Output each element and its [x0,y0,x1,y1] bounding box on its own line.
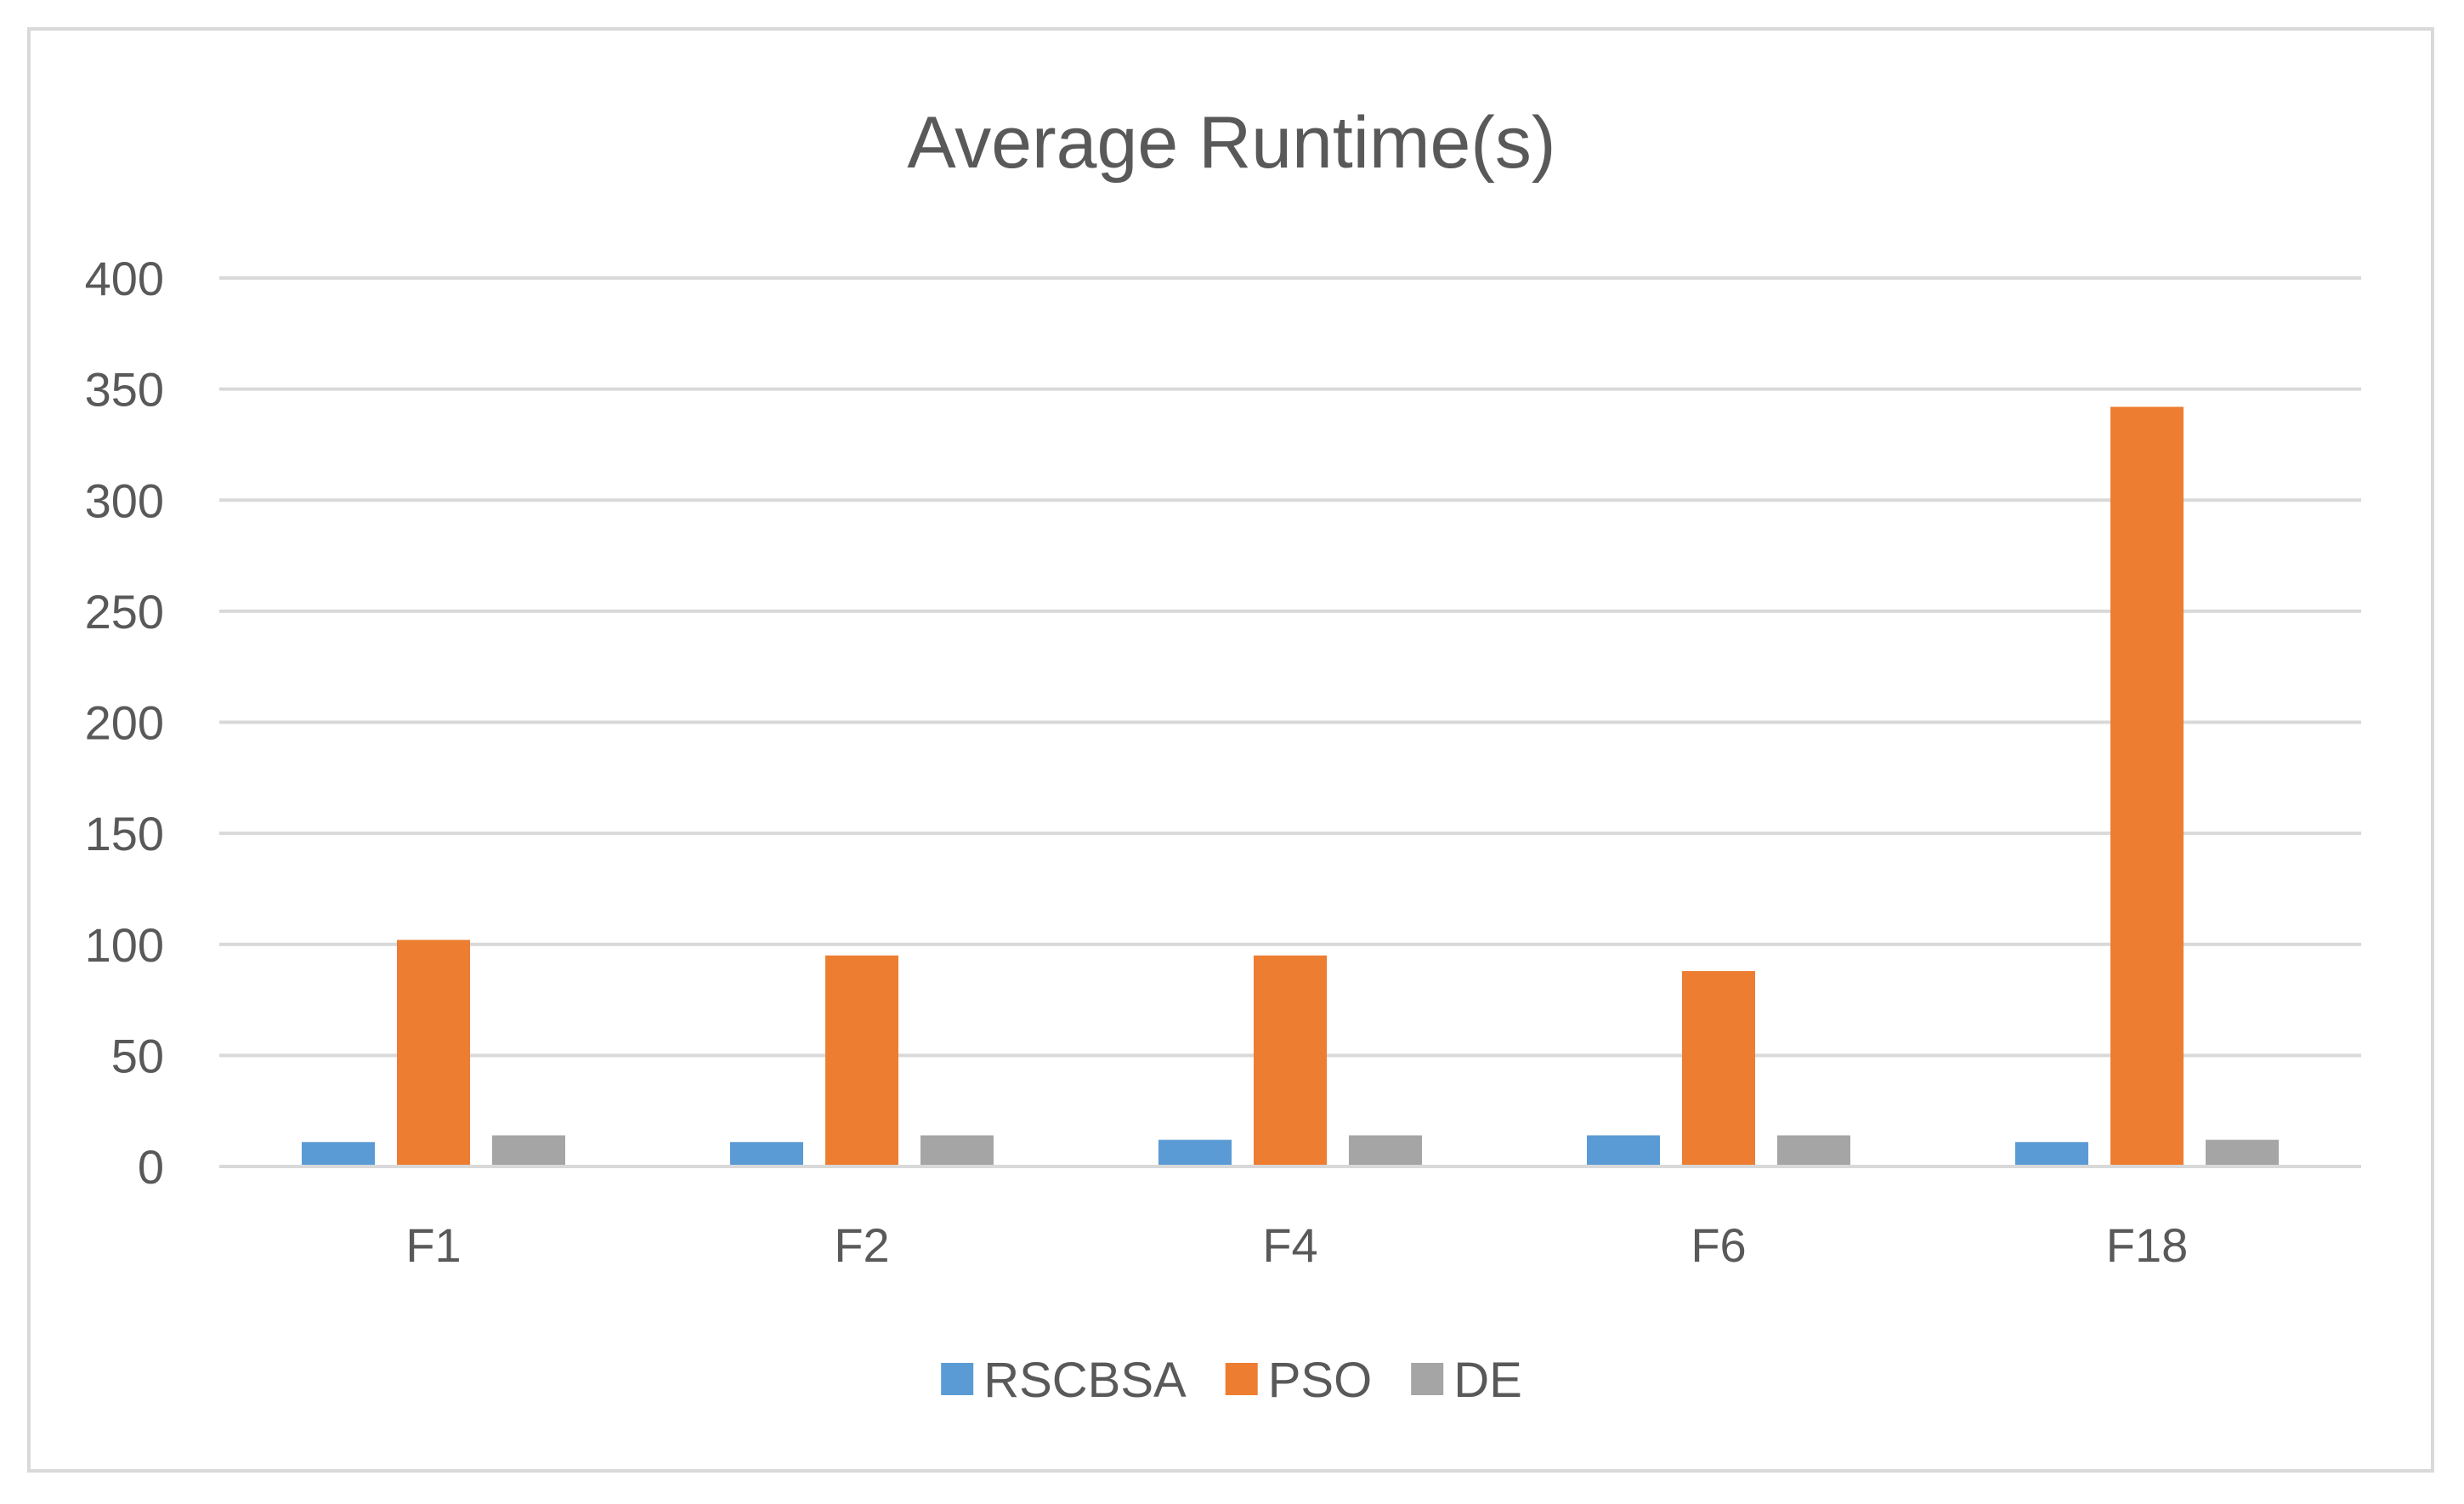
bars [302,406,2279,1166]
x-axis-ticks: F1 F2 F4 F6 F18 [405,1218,2188,1272]
bar-rscbsa-f2 [730,1142,803,1166]
x-tick-label: F4 [1262,1218,1317,1272]
legend-swatch-de [1411,1363,1444,1395]
legend-swatch-rscbsa [941,1363,974,1395]
bar-rscbsa-f18 [2015,1142,2088,1166]
legend-label-de: DE [1453,1353,1522,1408]
bar-pso-f18 [2110,406,2184,1166]
x-tick-label: F6 [1691,1218,1746,1272]
bar-pso-f4 [1254,955,1327,1166]
legend: RSCBSA PSO DE [941,1353,1522,1408]
bar-de-f1 [492,1135,565,1166]
y-tick-label: 350 [85,363,164,417]
y-tick-label: 50 [111,1029,164,1082]
legend-swatch-pso [1225,1363,1258,1395]
x-tick-label: F18 [2106,1218,2189,1272]
bar-de-f18 [2206,1139,2279,1166]
y-tick-label: 0 [138,1140,164,1194]
gridlines [219,276,2361,1058]
bar-rscbsa-f4 [1158,1139,1232,1166]
y-tick-label: 400 [85,252,164,305]
y-tick-label: 300 [85,474,164,527]
legend-label-rscbsa: RSCBSA [983,1353,1187,1408]
y-tick-label: 200 [85,696,164,750]
chart-title: Average Runtime(s) [907,102,1555,184]
y-tick-label: 150 [85,807,164,860]
y-tick-label: 100 [85,918,164,972]
y-tick-label: 250 [85,585,164,638]
x-tick-label: F2 [834,1218,889,1272]
bar-rscbsa-f1 [302,1142,375,1166]
bar-pso-f6 [1682,971,1755,1166]
bar-de-f2 [920,1135,994,1166]
bar-de-f6 [1777,1135,1850,1166]
y-axis-ticks: 0 50 100 150 200 250 300 350 400 [85,252,164,1194]
legend-label-pso: PSO [1268,1353,1373,1408]
x-tick-label: F1 [405,1218,461,1272]
bar-pso-f1 [397,939,470,1166]
bar-de-f4 [1349,1135,1422,1166]
bar-pso-f2 [825,955,898,1166]
bar-rscbsa-f6 [1587,1135,1660,1166]
chart-frame [27,27,2434,1473]
